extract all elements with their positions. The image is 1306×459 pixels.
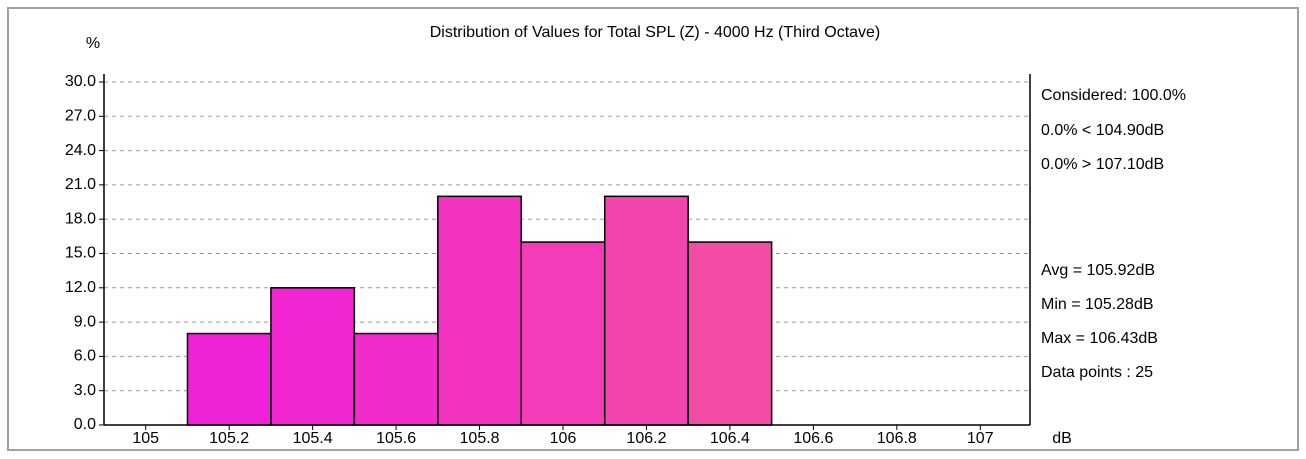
bar bbox=[186, 332, 272, 426]
y-tick-label: 6.0 bbox=[74, 348, 96, 365]
x-tick-label: 106.8 bbox=[877, 430, 917, 447]
x-tick-label: 105.4 bbox=[293, 430, 333, 447]
annotation: 0.0% > 107.10dB bbox=[1041, 156, 1164, 173]
annotation: Avg = 105.92dB bbox=[1041, 262, 1155, 279]
y-tick-label: 0.0 bbox=[74, 416, 96, 433]
y-tick-label: 12.0 bbox=[65, 279, 96, 296]
bar bbox=[687, 241, 773, 426]
y-tick-label: 30.0 bbox=[65, 73, 96, 90]
x-tick-label: 106.4 bbox=[710, 430, 750, 447]
x-tick-label: 105.8 bbox=[460, 430, 500, 447]
x-tick-label: 105.2 bbox=[209, 430, 249, 447]
y-tick-label: 18.0 bbox=[65, 210, 96, 227]
y-tick-label: 15.0 bbox=[65, 245, 96, 262]
annotation: 0.0% < 104.90dB bbox=[1041, 122, 1164, 139]
x-tick-label: 107 bbox=[967, 430, 994, 447]
chart-title: Distribution of Values for Total SPL (Z)… bbox=[430, 24, 881, 41]
bar bbox=[520, 241, 606, 426]
bar bbox=[353, 332, 439, 426]
annotation: Min = 105.28dB bbox=[1041, 296, 1154, 313]
y-axis-label: % bbox=[86, 35, 100, 52]
bar bbox=[437, 195, 523, 426]
y-tick-label: 9.0 bbox=[74, 313, 96, 330]
bar bbox=[270, 287, 356, 426]
annotation: Considered: 100.0% bbox=[1041, 87, 1186, 104]
x-tick-label: 106 bbox=[550, 430, 577, 447]
annotation: Data points : 25 bbox=[1041, 364, 1153, 381]
annotation: Max = 106.43dB bbox=[1041, 330, 1158, 347]
x-tick-label: 106.6 bbox=[793, 430, 833, 447]
y-tick-label: 27.0 bbox=[65, 108, 96, 125]
x-tick-label: 106.2 bbox=[626, 430, 666, 447]
y-tick-label: 24.0 bbox=[65, 142, 96, 159]
x-tick-label: 105 bbox=[132, 430, 159, 447]
y-tick-label: 21.0 bbox=[65, 176, 96, 193]
y-tick-label: 3.0 bbox=[74, 382, 96, 399]
x-tick-label: 105.6 bbox=[376, 430, 416, 447]
bar bbox=[603, 195, 689, 426]
x-axis-label: dB bbox=[1052, 430, 1072, 447]
